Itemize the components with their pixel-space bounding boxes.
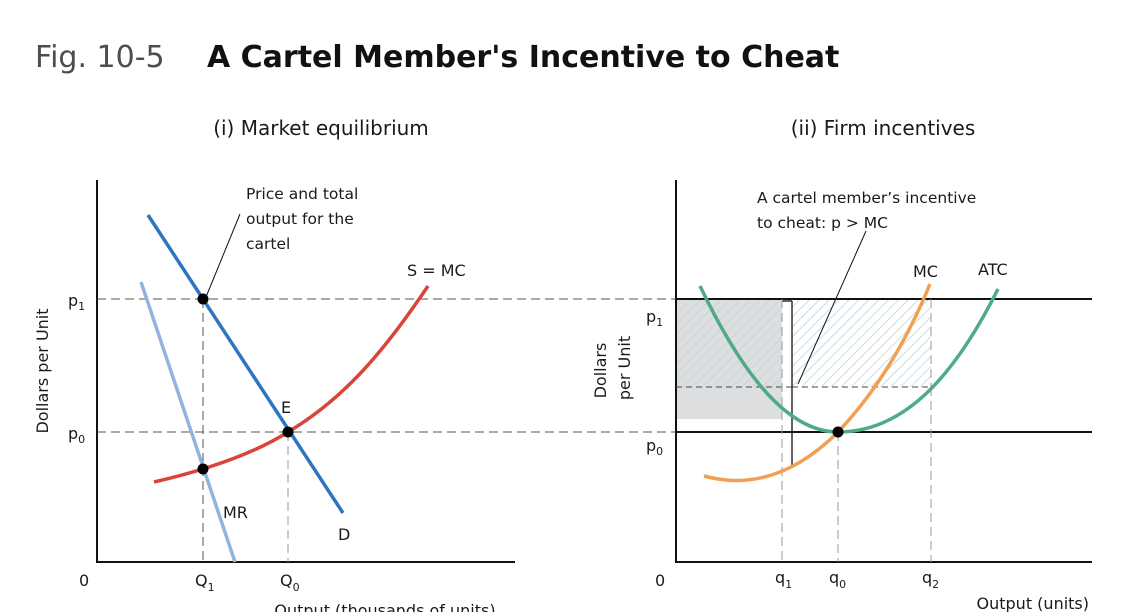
left-annotation-leader <box>205 213 241 298</box>
figure-number: Fig. 10-5 <box>35 40 165 75</box>
mr-label: MR <box>223 503 248 522</box>
right-origin-label: 0 <box>655 571 665 590</box>
supply-mc-curve <box>153 285 430 484</box>
right-x-axis-label: Output (units) <box>977 594 1089 612</box>
left-panel: Price and total output for the cartel S … <box>33 180 676 612</box>
left-p1-label: p1 <box>68 291 85 313</box>
right-p1-label: p1 <box>646 307 663 329</box>
q1-mc-point <box>197 463 209 475</box>
left-panel-title: (i) Market equilibrium <box>213 116 429 140</box>
right-annotation: A cartel member’s incentive to cheat: p … <box>757 189 981 232</box>
left-origin-label: 0 <box>79 571 89 590</box>
atc-label: ATC <box>978 260 1008 279</box>
Q0-label: Q0 <box>280 571 300 594</box>
right-y-axis-label: Dollars per Unit <box>591 336 634 400</box>
left-y-axis-label: Dollars per Unit <box>33 308 52 433</box>
mc-label: MC <box>913 262 938 281</box>
left-x-axis-label: Output (thousands of units) <box>274 601 495 612</box>
right-p0-label: p0 <box>646 436 663 458</box>
figure-title: A Cartel Member's Incentive to Cheat <box>207 40 839 75</box>
q0-label: q0 <box>829 568 846 591</box>
demand-label: D <box>338 525 350 544</box>
left-p0-label: p0 <box>68 424 85 446</box>
demand-curve <box>146 214 345 514</box>
q2-label: q2 <box>922 568 939 591</box>
right-annotation-leader <box>797 230 867 385</box>
equilibrium-label: E <box>281 398 291 417</box>
firm-min-atc-point <box>832 426 844 438</box>
cartel-price-point <box>197 293 209 305</box>
equilibrium-point-E <box>282 426 294 438</box>
right-panel: A cartel member’s incentive to cheat: p … <box>591 180 1092 612</box>
right-panel-title: (ii) Firm incentives <box>791 116 976 140</box>
q1-label: q1 <box>775 568 792 591</box>
mr-curve <box>139 281 237 563</box>
hatched-area-gray <box>792 299 931 387</box>
left-annotation: Price and total output for the cartel <box>246 185 363 253</box>
supply-label: S = MC <box>407 261 466 280</box>
Q1-label: Q1 <box>195 571 215 594</box>
